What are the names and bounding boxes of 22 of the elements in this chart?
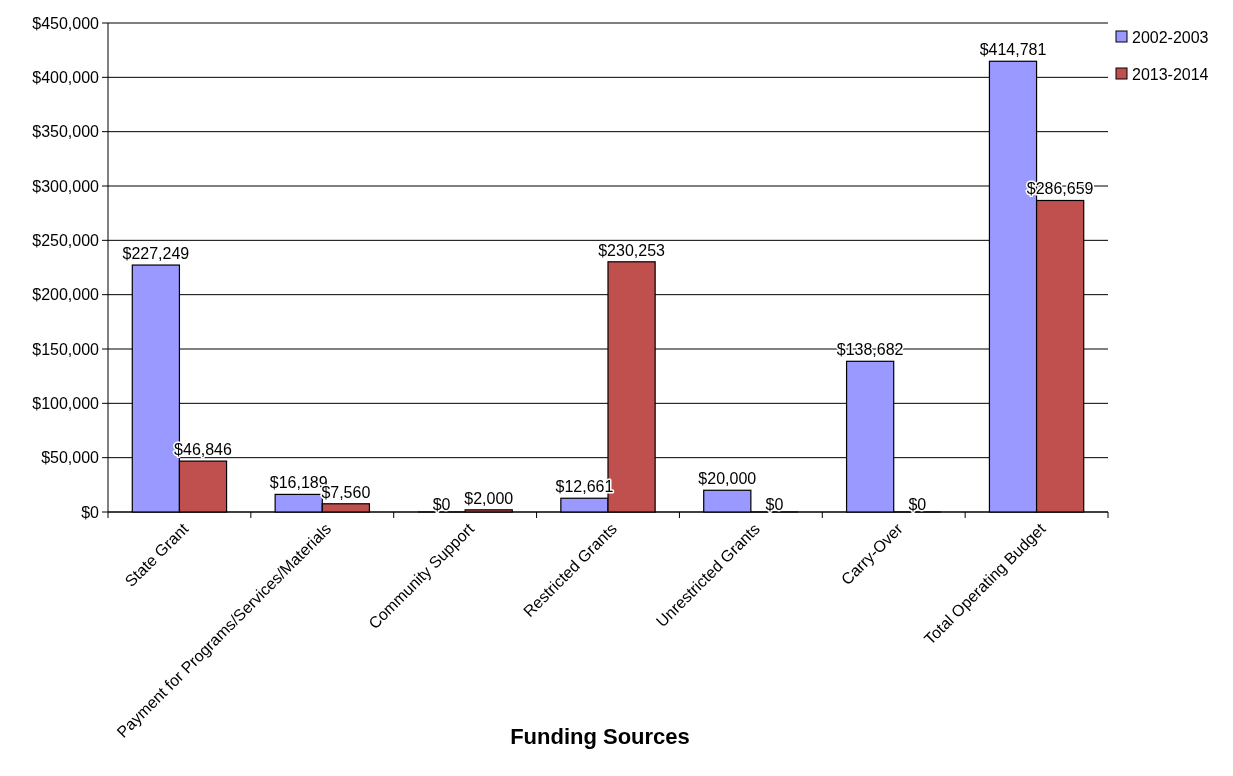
y-tick-label: $400,000: [32, 68, 100, 86]
data-label: $230,253: [598, 241, 666, 259]
legend-label: 2013-2014: [1132, 65, 1209, 83]
legend-label: 2002-2003: [1132, 28, 1209, 46]
data-label: $20,000: [698, 470, 757, 488]
data-label: $0: [908, 496, 927, 513]
y-tick-label: $200,000: [32, 286, 100, 304]
data-label: $227,249: [122, 245, 190, 263]
y-tick-label: $50,000: [41, 449, 100, 467]
y-tick-label: $150,000: [32, 340, 100, 358]
data-label: $414,781: [979, 41, 1047, 59]
data-label: $2,000: [464, 489, 514, 507]
data-label: $138,682: [836, 341, 904, 359]
y-tick-label: $350,000: [32, 123, 100, 141]
y-tick-label: $300,000: [32, 177, 100, 195]
y-tick-label: $450,000: [32, 14, 100, 32]
data-label: $0: [432, 496, 451, 513]
x-axis-title: Funding Sources: [510, 724, 690, 749]
y-tick-label: $100,000: [32, 394, 100, 412]
y-tick-label: $0: [81, 503, 100, 521]
y-tick-label: $250,000: [32, 231, 100, 249]
data-label: $0: [765, 496, 784, 513]
